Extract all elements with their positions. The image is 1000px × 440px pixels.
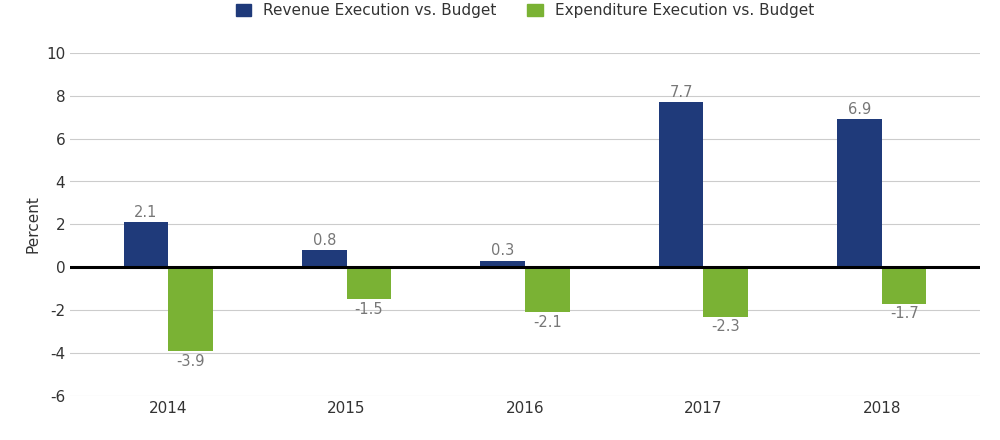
Bar <box>168 267 213 351</box>
Bar <box>703 267 748 317</box>
Text: 0.8: 0.8 <box>313 233 336 248</box>
Bar <box>480 261 525 267</box>
Bar <box>302 250 347 267</box>
Text: -2.3: -2.3 <box>711 319 740 334</box>
Text: 0.3: 0.3 <box>491 243 514 258</box>
Text: -1.7: -1.7 <box>890 306 919 321</box>
Legend: Revenue Execution vs. Budget, Expenditure Execution vs. Budget: Revenue Execution vs. Budget, Expenditur… <box>231 0 819 23</box>
Bar <box>347 267 391 300</box>
Text: -3.9: -3.9 <box>176 353 205 369</box>
Bar <box>525 267 570 312</box>
Text: -2.1: -2.1 <box>533 315 562 330</box>
Bar <box>659 102 703 267</box>
Text: 7.7: 7.7 <box>669 84 693 99</box>
Y-axis label: Percent: Percent <box>25 195 40 253</box>
Bar <box>124 222 168 267</box>
Bar <box>837 119 882 267</box>
Text: -1.5: -1.5 <box>355 302 383 317</box>
Text: 6.9: 6.9 <box>848 102 871 117</box>
Text: 2.1: 2.1 <box>134 205 158 220</box>
Bar <box>882 267 926 304</box>
